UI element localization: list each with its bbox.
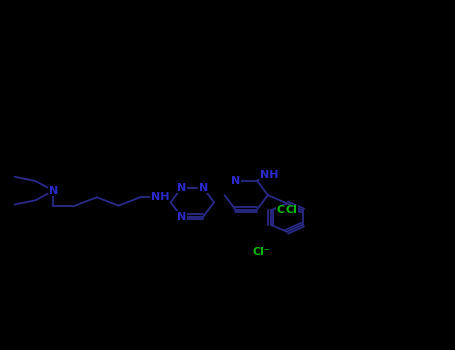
- Text: Cl: Cl: [285, 205, 297, 216]
- Text: NH: NH: [151, 192, 169, 202]
- Text: NH: NH: [260, 170, 278, 180]
- Text: N: N: [198, 183, 208, 193]
- Text: N: N: [177, 183, 186, 193]
- Text: N: N: [177, 212, 186, 222]
- Text: N: N: [49, 186, 58, 196]
- Text: N: N: [231, 176, 240, 186]
- Text: Cl⁻: Cl⁻: [253, 247, 270, 257]
- Text: Cl: Cl: [276, 205, 288, 216]
